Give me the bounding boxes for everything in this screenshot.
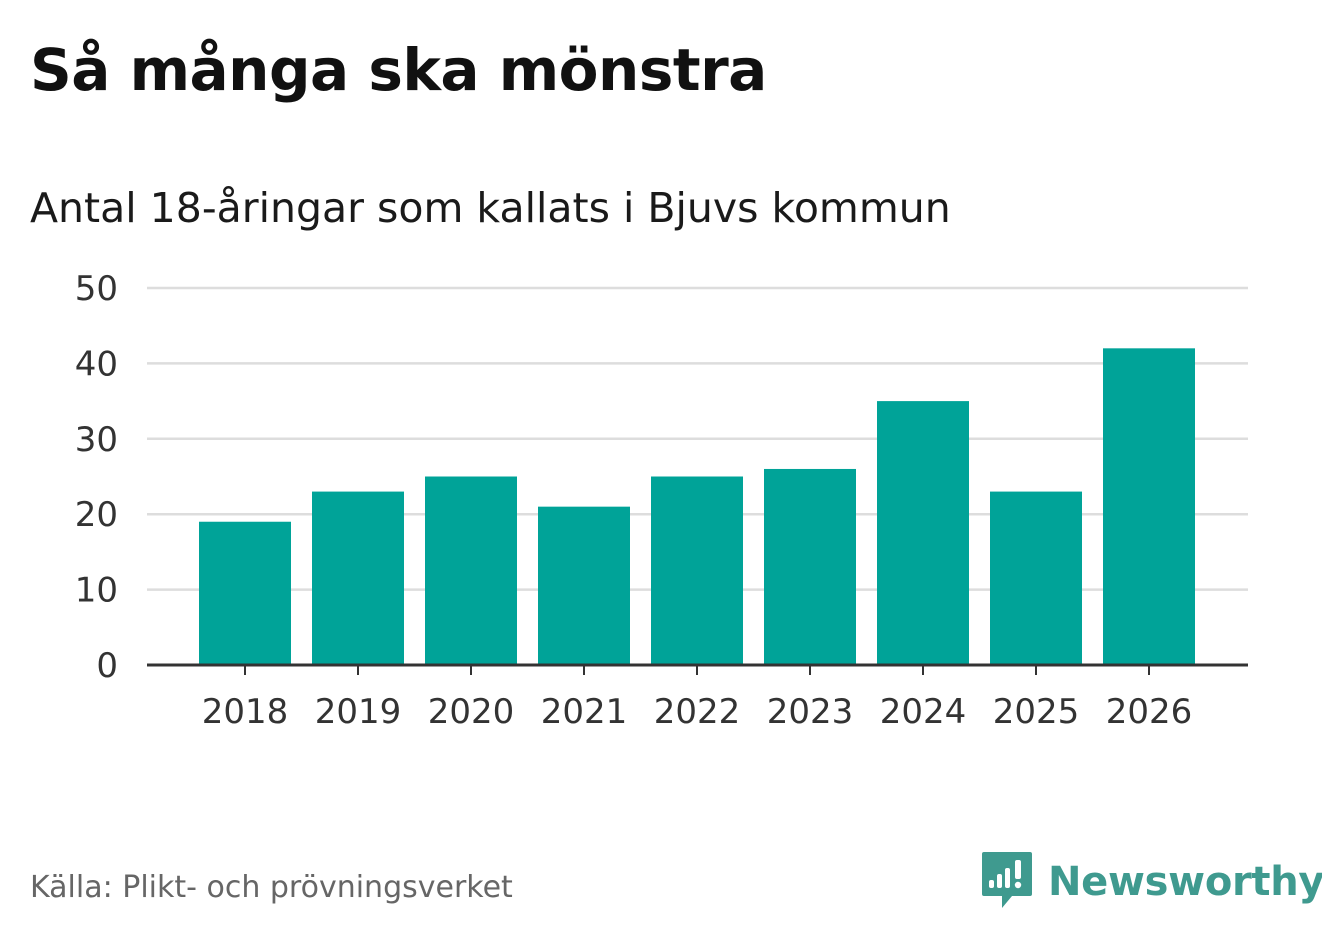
x-tick-label: 2022 — [654, 692, 741, 732]
bar-2019 — [312, 491, 404, 665]
newsworthy-logo-icon — [980, 850, 1034, 914]
y-tick-label: 20 — [75, 495, 118, 535]
axes — [147, 663, 1248, 675]
x-tick-label: 2024 — [880, 692, 967, 732]
y-tick-label: 0 — [96, 646, 118, 686]
bar-2024 — [877, 401, 969, 665]
bar-2022 — [651, 476, 743, 665]
brand-name: Newsworthy — [1048, 859, 1322, 905]
bar-2025 — [990, 491, 1082, 665]
y-tick-label: 30 — [75, 420, 118, 460]
y-tick-label: 10 — [75, 571, 118, 611]
y-tick-label: 50 — [75, 269, 118, 309]
x-tick-label: 2019 — [315, 692, 402, 732]
bar-2018 — [199, 521, 291, 665]
y-tick-label: 40 — [75, 344, 118, 384]
chart-title: Så många ska mönstra — [30, 36, 767, 104]
x-tick-label: 2026 — [1106, 692, 1193, 732]
x-tick-label: 2021 — [541, 692, 628, 732]
bar-2026 — [1103, 348, 1195, 665]
tick-labels: 0 10 20 30 40 50 2018 2019 2020 2021 2022 2023 2024 2… — [75, 269, 1193, 732]
brand: Newsworthy — [980, 850, 1322, 914]
bar-2021 — [538, 506, 630, 665]
x-tick-label: 2023 — [767, 692, 854, 732]
bar-2023 — [764, 468, 856, 665]
bars — [199, 348, 1195, 665]
x-tick-label: 2020 — [428, 692, 515, 732]
x-tick-label: 2018 — [202, 692, 289, 732]
x-tick-label: 2025 — [993, 692, 1080, 732]
chart-subtitle: Antal 18-åringar som kallats i Bjuvs kom… — [30, 184, 951, 232]
bar-2020 — [425, 476, 517, 665]
bar-chart: 0 10 20 30 40 50 2018 2019 2020 2021 2022 2023 2024 2… — [75, 269, 1248, 732]
source-note: Källa: Plikt- och prövningsverket — [30, 870, 513, 905]
